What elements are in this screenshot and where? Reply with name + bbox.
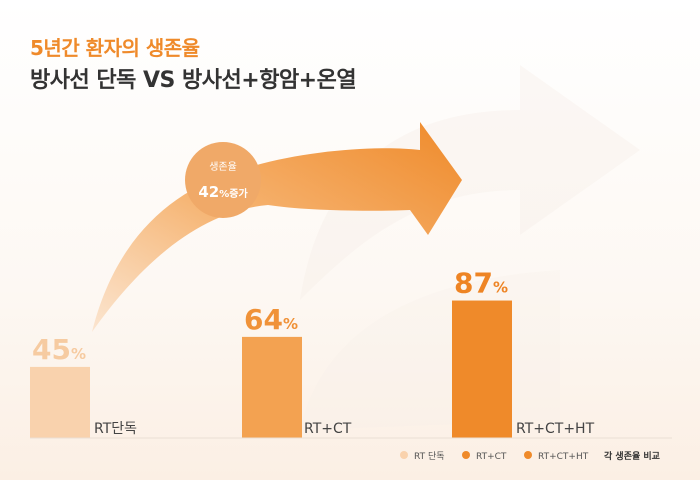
growth-arrow (92, 122, 462, 332)
value-label-rt: 45% (32, 333, 86, 366)
legend-label-rt-ct: RT+CT (476, 452, 507, 462)
legend: RT 단독 RT+CT RT+CT+HT 각 생존율 비교 (400, 450, 660, 462)
callout-unit: % (219, 189, 229, 200)
legend-swatch-rt-ct (462, 451, 470, 459)
value-number: 87 (454, 267, 493, 300)
legend-swatch-rt-ct-ht (524, 451, 532, 459)
category-label-rt-ct-ht: RT+CT+HT (516, 421, 595, 437)
callout-value-line: 42%증가 (198, 183, 248, 201)
value-unit: % (493, 279, 508, 297)
callout-suffix: 증가 (229, 187, 248, 200)
value-number: 64 (244, 303, 283, 336)
category-label-rt: RT단독 (94, 421, 137, 437)
bar-rt-ct-ht (452, 300, 512, 438)
increase-callout: 생존율 42%증가 (185, 142, 261, 218)
callout-label: 생존율 (209, 161, 237, 173)
bar-rt-ct (242, 336, 302, 438)
bar-rt (30, 366, 90, 438)
bars-layer: 45% RT단독 64% RT+CT 87% RT+CT+HT (30, 267, 672, 439)
legend-note: 각 생존율 비교 (604, 450, 660, 462)
legend-label-rt-ct-ht: RT+CT+HT (538, 452, 589, 462)
chart-title: 5년간 환자의 생존율 (30, 36, 200, 60)
value-label-rt-ct-ht: 87% (454, 267, 508, 300)
value-number: 45 (32, 333, 71, 366)
chart-subtitle: 방사선 단독 VS 방사선+항암+온열 (30, 68, 357, 93)
value-label-rt-ct: 64% (244, 303, 298, 336)
category-label-rt-ct: RT+CT (304, 421, 352, 437)
legend-label-rt: RT 단독 (414, 451, 445, 462)
callout-value: 42 (198, 183, 219, 201)
value-unit: % (71, 345, 86, 363)
value-unit: % (283, 315, 298, 333)
legend-swatch-rt (400, 451, 408, 459)
